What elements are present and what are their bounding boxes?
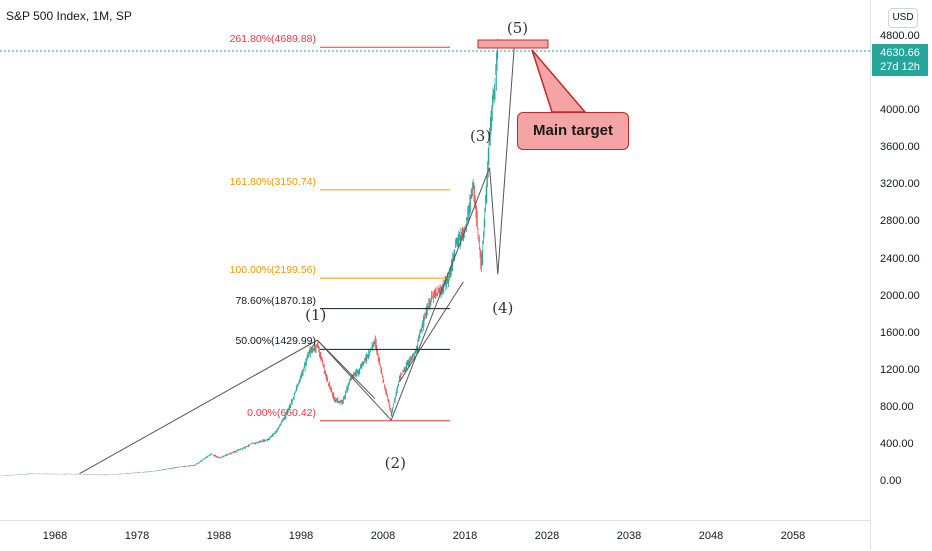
fib-level-label: 161.80%(3150.74) [229,175,316,188]
fib-level-label: 50.00%(1429.99) [235,335,316,348]
callout-pointer [531,49,587,113]
time-axis[interactable] [0,520,870,551]
target-zone [477,39,549,49]
y-tick-label: 4000.00 [880,104,920,117]
correction-line [398,281,464,383]
chart-title: S&P 500 Index, 1M, SP [6,9,132,23]
price-series [0,38,499,477]
fib-level-label: 261.80%(4689.88) [229,33,316,46]
x-tick-label: 1968 [42,530,68,542]
correction-line [317,339,376,399]
x-tick-label: 2048 [698,530,724,542]
x-tick-label: 1978 [124,530,150,542]
x-tick-label: 2018 [452,530,478,542]
wave-label: (3) [469,127,492,146]
y-tick-label: 0.00 [880,475,902,487]
y-tick-label: 1200.00 [880,363,920,376]
wave-lines [79,47,515,475]
elliott-wave-line [79,47,515,475]
y-tick-label: 2400.00 [880,252,920,265]
x-tick-label: 2058 [780,530,806,542]
y-tick-label: 2800.00 [880,215,920,228]
y-tick-label: 3600.00 [880,141,920,154]
y-tick-label: 2000.00 [880,289,920,302]
main-target-callout: Main target [517,112,629,150]
x-tick-label: 2038 [616,530,642,542]
x-tick-label: 1988 [206,530,232,542]
y-tick-label: 1600.00 [880,326,920,339]
wave-label: (2) [384,453,406,472]
x-tick-label: 2008 [370,530,396,542]
currency-button[interactable]: USD [888,8,918,28]
y-tick-label: 400.00 [880,437,914,450]
last-price-value: 4630.66 [880,47,920,59]
wave-label: (1) [305,306,327,325]
countdown: 27d 12h [880,61,920,73]
fib-level-label: 100.00%(2199.56) [229,264,316,277]
last-price-tag: 4630.66 27d 12h [872,44,928,76]
y-tick-label: 4800.00 [880,30,920,42]
x-tick-label: 1998 [288,530,314,542]
fib-level-label: 78.60%(1870.18) [235,294,316,307]
wave-label: (4) [492,298,514,317]
y-tick-label: 800.00 [880,400,914,413]
x-tick-label: 2028 [534,530,560,542]
price-scale[interactable] [870,0,932,550]
wave-label: (5) [506,18,529,37]
fib-level-label: 0.00%(660.42) [247,406,316,419]
y-tick-label: 3200.00 [880,178,920,191]
fibonacci-levels [320,46,450,422]
